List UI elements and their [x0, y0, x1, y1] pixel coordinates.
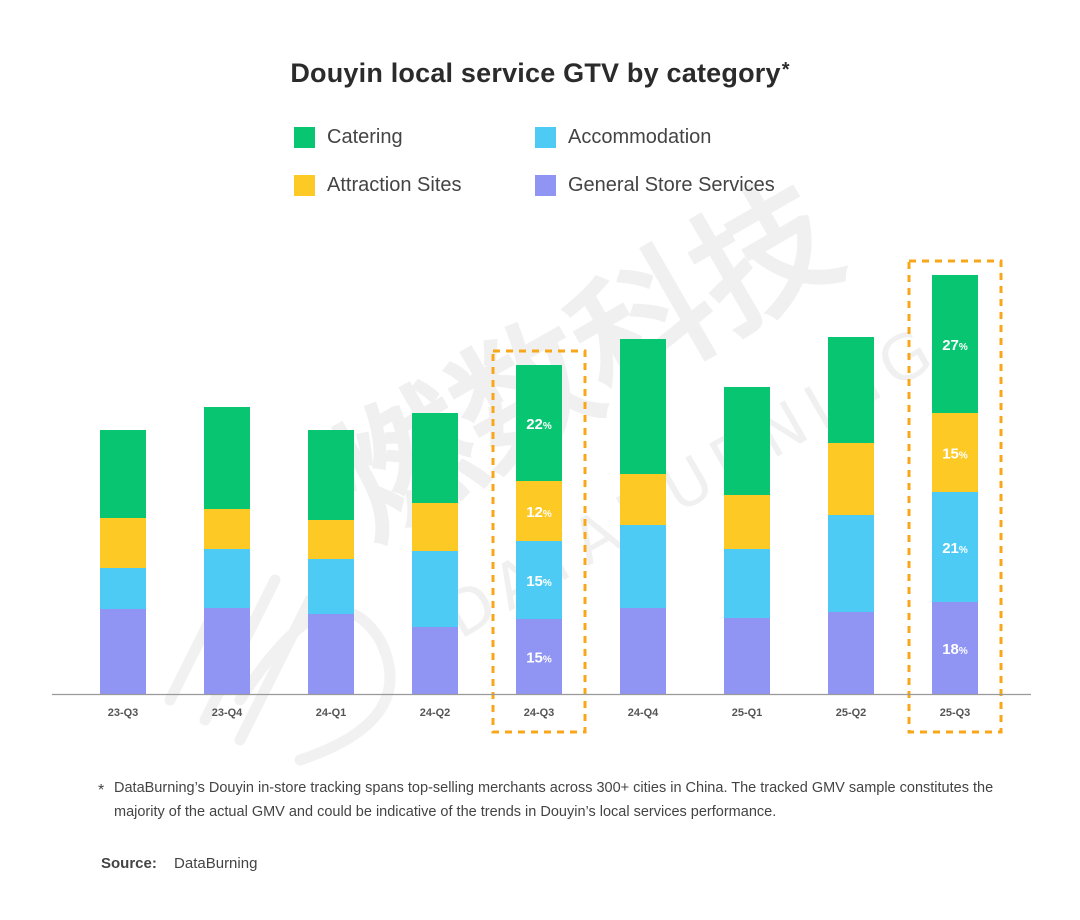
chart-title-text: Douyin local service GTV by category — [290, 58, 781, 88]
highlight-box-24-Q3 — [491, 349, 587, 734]
bar-24-Q4-catering — [620, 339, 666, 474]
bar-25-Q2-general-store-services — [828, 612, 874, 694]
footnote: * DataBurning’s Douyin in-store tracking… — [98, 776, 998, 824]
bar-23-Q3-catering — [100, 430, 146, 518]
legend-item-general-store-services: General Store Services — [535, 173, 775, 197]
x-tick-label-23-Q4: 23-Q4 — [212, 707, 243, 719]
bar-24-Q4-accommodation — [620, 525, 666, 608]
bar-25-Q3-accommodation — [932, 492, 978, 602]
chart-title-mark: * — [781, 59, 790, 81]
bar-24-Q3-accommodation — [516, 541, 562, 619]
legend-label-attraction-sites: Attraction Sites — [327, 173, 462, 196]
bar-24-Q2-accommodation — [412, 551, 458, 627]
data-label-25-Q3-catering: 27% — [942, 337, 968, 354]
data-label-25-Q3-accommodation: 21% — [942, 540, 968, 557]
bar-25-Q3-catering — [932, 275, 978, 413]
source-value: DataBurning — [174, 855, 258, 872]
bar-25-Q3-attraction-sites — [932, 413, 978, 492]
bar-25-Q1-general-store-services — [724, 618, 770, 694]
legend-swatch-accommodation — [535, 126, 556, 148]
chart-title: Douyin local service GTV by category* — [0, 58, 1080, 89]
bar-25-Q1-catering — [724, 387, 770, 495]
x-tick-label-24-Q3: 24-Q3 — [524, 707, 555, 719]
legend-swatch-attraction-sites — [294, 174, 315, 196]
bar-23-Q3-general-store-services — [100, 609, 146, 694]
bar-25-Q1-attraction-sites — [724, 495, 770, 549]
bar-24-Q1-general-store-services — [308, 614, 354, 694]
x-tick-label-24-Q2: 24-Q2 — [420, 707, 451, 719]
bar-24-Q2-general-store-services — [412, 627, 458, 694]
bar-24-Q3-general-store-services — [516, 619, 562, 694]
bar-24-Q1-attraction-sites — [308, 520, 354, 559]
data-label-24-Q3-general-store-services: 15% — [526, 650, 552, 667]
bar-23-Q4-attraction-sites — [204, 509, 250, 549]
bar-24-Q3-catering — [516, 365, 562, 481]
data-label-25-Q3-general-store-services: 18% — [942, 641, 968, 658]
x-tick-label-25-Q3: 25-Q3 — [940, 707, 971, 719]
bar-23-Q4-accommodation — [204, 549, 250, 608]
bar-25-Q2-accommodation — [828, 515, 874, 612]
x-tick-label-24-Q1: 24-Q1 — [316, 707, 347, 719]
highlight-box-25-Q3 — [907, 259, 1003, 734]
bar-23-Q3-attraction-sites — [100, 518, 146, 568]
bar-23-Q3-accommodation — [100, 568, 146, 609]
legend-item-attraction-sites: Attraction Sites — [294, 173, 462, 197]
data-label-24-Q3-accommodation: 15% — [526, 573, 552, 590]
stacked-bar-chart: 23-Q3 23-Q4 24-Q1 24-Q2 15% 15% 12% 22% 24-Q3 24-… — [52, 259, 1031, 734]
data-label-24-Q3-catering: 22% — [526, 416, 552, 433]
x-tick-label-24-Q4: 24-Q4 — [628, 707, 659, 719]
legend-label-accommodation: Accommodation — [568, 125, 712, 148]
x-tick-label-25-Q1: 25-Q1 — [732, 707, 763, 719]
bar-24-Q1-catering — [308, 430, 354, 520]
bar-24-Q2-catering — [412, 413, 458, 503]
bar-24-Q1-accommodation — [308, 559, 354, 614]
legend-label-catering: Catering — [327, 125, 403, 148]
x-tick-label-23-Q3: 23-Q3 — [108, 707, 139, 719]
source-line: Source: DataBurning — [101, 855, 257, 872]
footnote-text: DataBurning’s Douyin in-store tracking s… — [114, 780, 994, 820]
bar-25-Q2-catering — [828, 337, 874, 443]
legend-label-general-store-services: General Store Services — [568, 173, 775, 196]
bar-25-Q1-accommodation — [724, 549, 770, 618]
bar-24-Q4-general-store-services — [620, 608, 666, 694]
bar-24-Q3-attraction-sites — [516, 481, 562, 541]
bar-23-Q4-catering — [204, 407, 250, 509]
legend-swatch-catering — [294, 126, 315, 148]
legend-item-accommodation: Accommodation — [535, 125, 711, 149]
bar-25-Q3-general-store-services — [932, 602, 978, 694]
data-label-24-Q3-attraction-sites: 12% — [526, 504, 552, 521]
footnote-mark: * — [98, 782, 105, 799]
bar-25-Q2-attraction-sites — [828, 443, 874, 515]
legend-swatch-general-store-services — [535, 174, 556, 196]
bar-23-Q4-general-store-services — [204, 608, 250, 694]
bar-24-Q2-attraction-sites — [412, 503, 458, 551]
bar-24-Q4-attraction-sites — [620, 474, 666, 525]
data-label-25-Q3-attraction-sites: 15% — [942, 446, 968, 463]
x-tick-label-25-Q2: 25-Q2 — [836, 707, 867, 719]
source-label: Source: — [101, 855, 157, 872]
legend-item-catering: Catering — [294, 125, 403, 149]
